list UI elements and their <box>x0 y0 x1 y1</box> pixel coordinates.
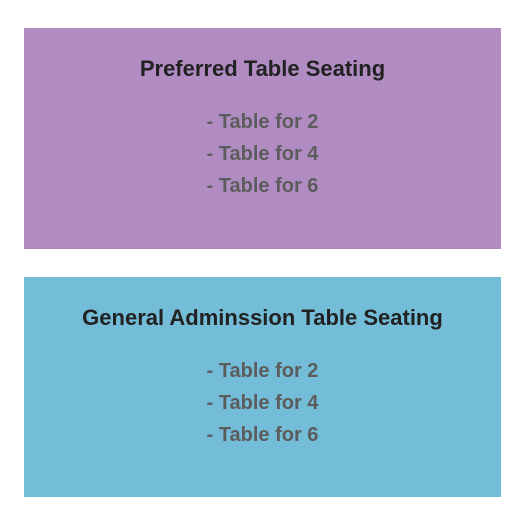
list-item: - Table for 2 <box>207 357 319 385</box>
preferred-seating-items: - Table for 2 - Table for 4 - Table for … <box>207 108 319 200</box>
preferred-seating-section: Preferred Table Seating - Table for 2 - … <box>24 28 501 249</box>
general-admission-title: General Adminssion Table Seating <box>82 305 443 331</box>
list-item: - Table for 2 <box>207 108 319 136</box>
general-admission-items: - Table for 2 - Table for 4 - Table for … <box>207 357 319 449</box>
list-item: - Table for 4 <box>207 140 319 168</box>
list-item: - Table for 6 <box>207 172 319 200</box>
list-item: - Table for 6 <box>207 421 319 449</box>
list-item: - Table for 4 <box>207 389 319 417</box>
preferred-seating-title: Preferred Table Seating <box>140 56 385 82</box>
general-admission-section: General Adminssion Table Seating - Table… <box>24 277 501 498</box>
